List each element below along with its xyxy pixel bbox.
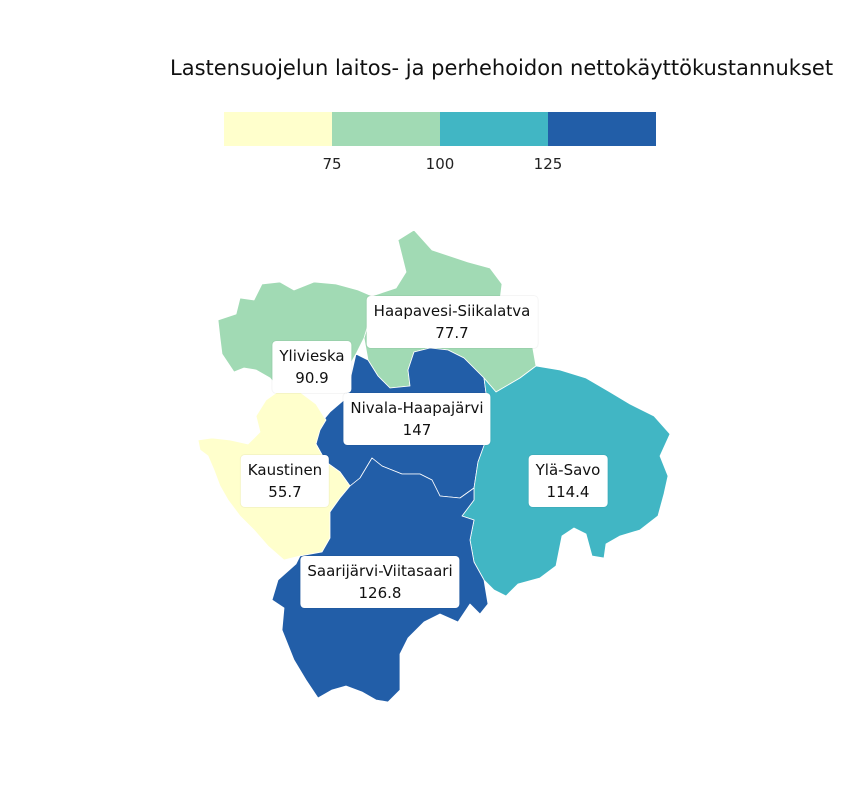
- legend-swatch-4: [548, 112, 656, 146]
- map-title: Lastensuojelun laitos- ja perhehoidon ne…: [170, 56, 834, 80]
- legend-break-100: 100: [425, 155, 455, 173]
- region-name: Kaustinen: [247, 461, 323, 479]
- legend-break-125: 125: [533, 155, 563, 173]
- region-value: 77.7: [435, 324, 469, 342]
- label-saarijarvi-viitasaari: Saarijärvi-Viitasaari 126.8: [300, 556, 460, 608]
- label-yla-savo: Ylä-Savo 114.4: [528, 455, 608, 507]
- label-ylivieska: Ylivieska 90.9: [272, 341, 352, 393]
- region-name: Ylä-Savo: [535, 461, 601, 479]
- region-name: Nivala-Haapajärvi: [350, 399, 484, 417]
- color-legend: [224, 112, 656, 146]
- region-value: 126.8: [358, 584, 402, 602]
- region-value: 147: [402, 421, 432, 439]
- region-name: Saarijärvi-Viitasaari: [307, 562, 453, 580]
- legend-swatch-2: [332, 112, 440, 146]
- label-kaustinen: Kaustinen 55.7: [240, 455, 330, 507]
- legend-break-75: 75: [322, 155, 342, 173]
- region-name: Ylivieska: [279, 347, 345, 365]
- label-nivala-haapajarvi: Nivala-Haapajärvi 147: [343, 393, 491, 445]
- legend-swatch-3: [440, 112, 548, 146]
- region-value: 55.7: [268, 483, 302, 501]
- label-haapavesi-siikalatva: Haapavesi-Siikalatva 77.7: [366, 296, 538, 348]
- region-value: 114.4: [546, 483, 590, 501]
- region-name: Haapavesi-Siikalatva: [373, 302, 531, 320]
- region-value: 90.9: [295, 369, 329, 387]
- legend-swatch-1: [224, 112, 332, 146]
